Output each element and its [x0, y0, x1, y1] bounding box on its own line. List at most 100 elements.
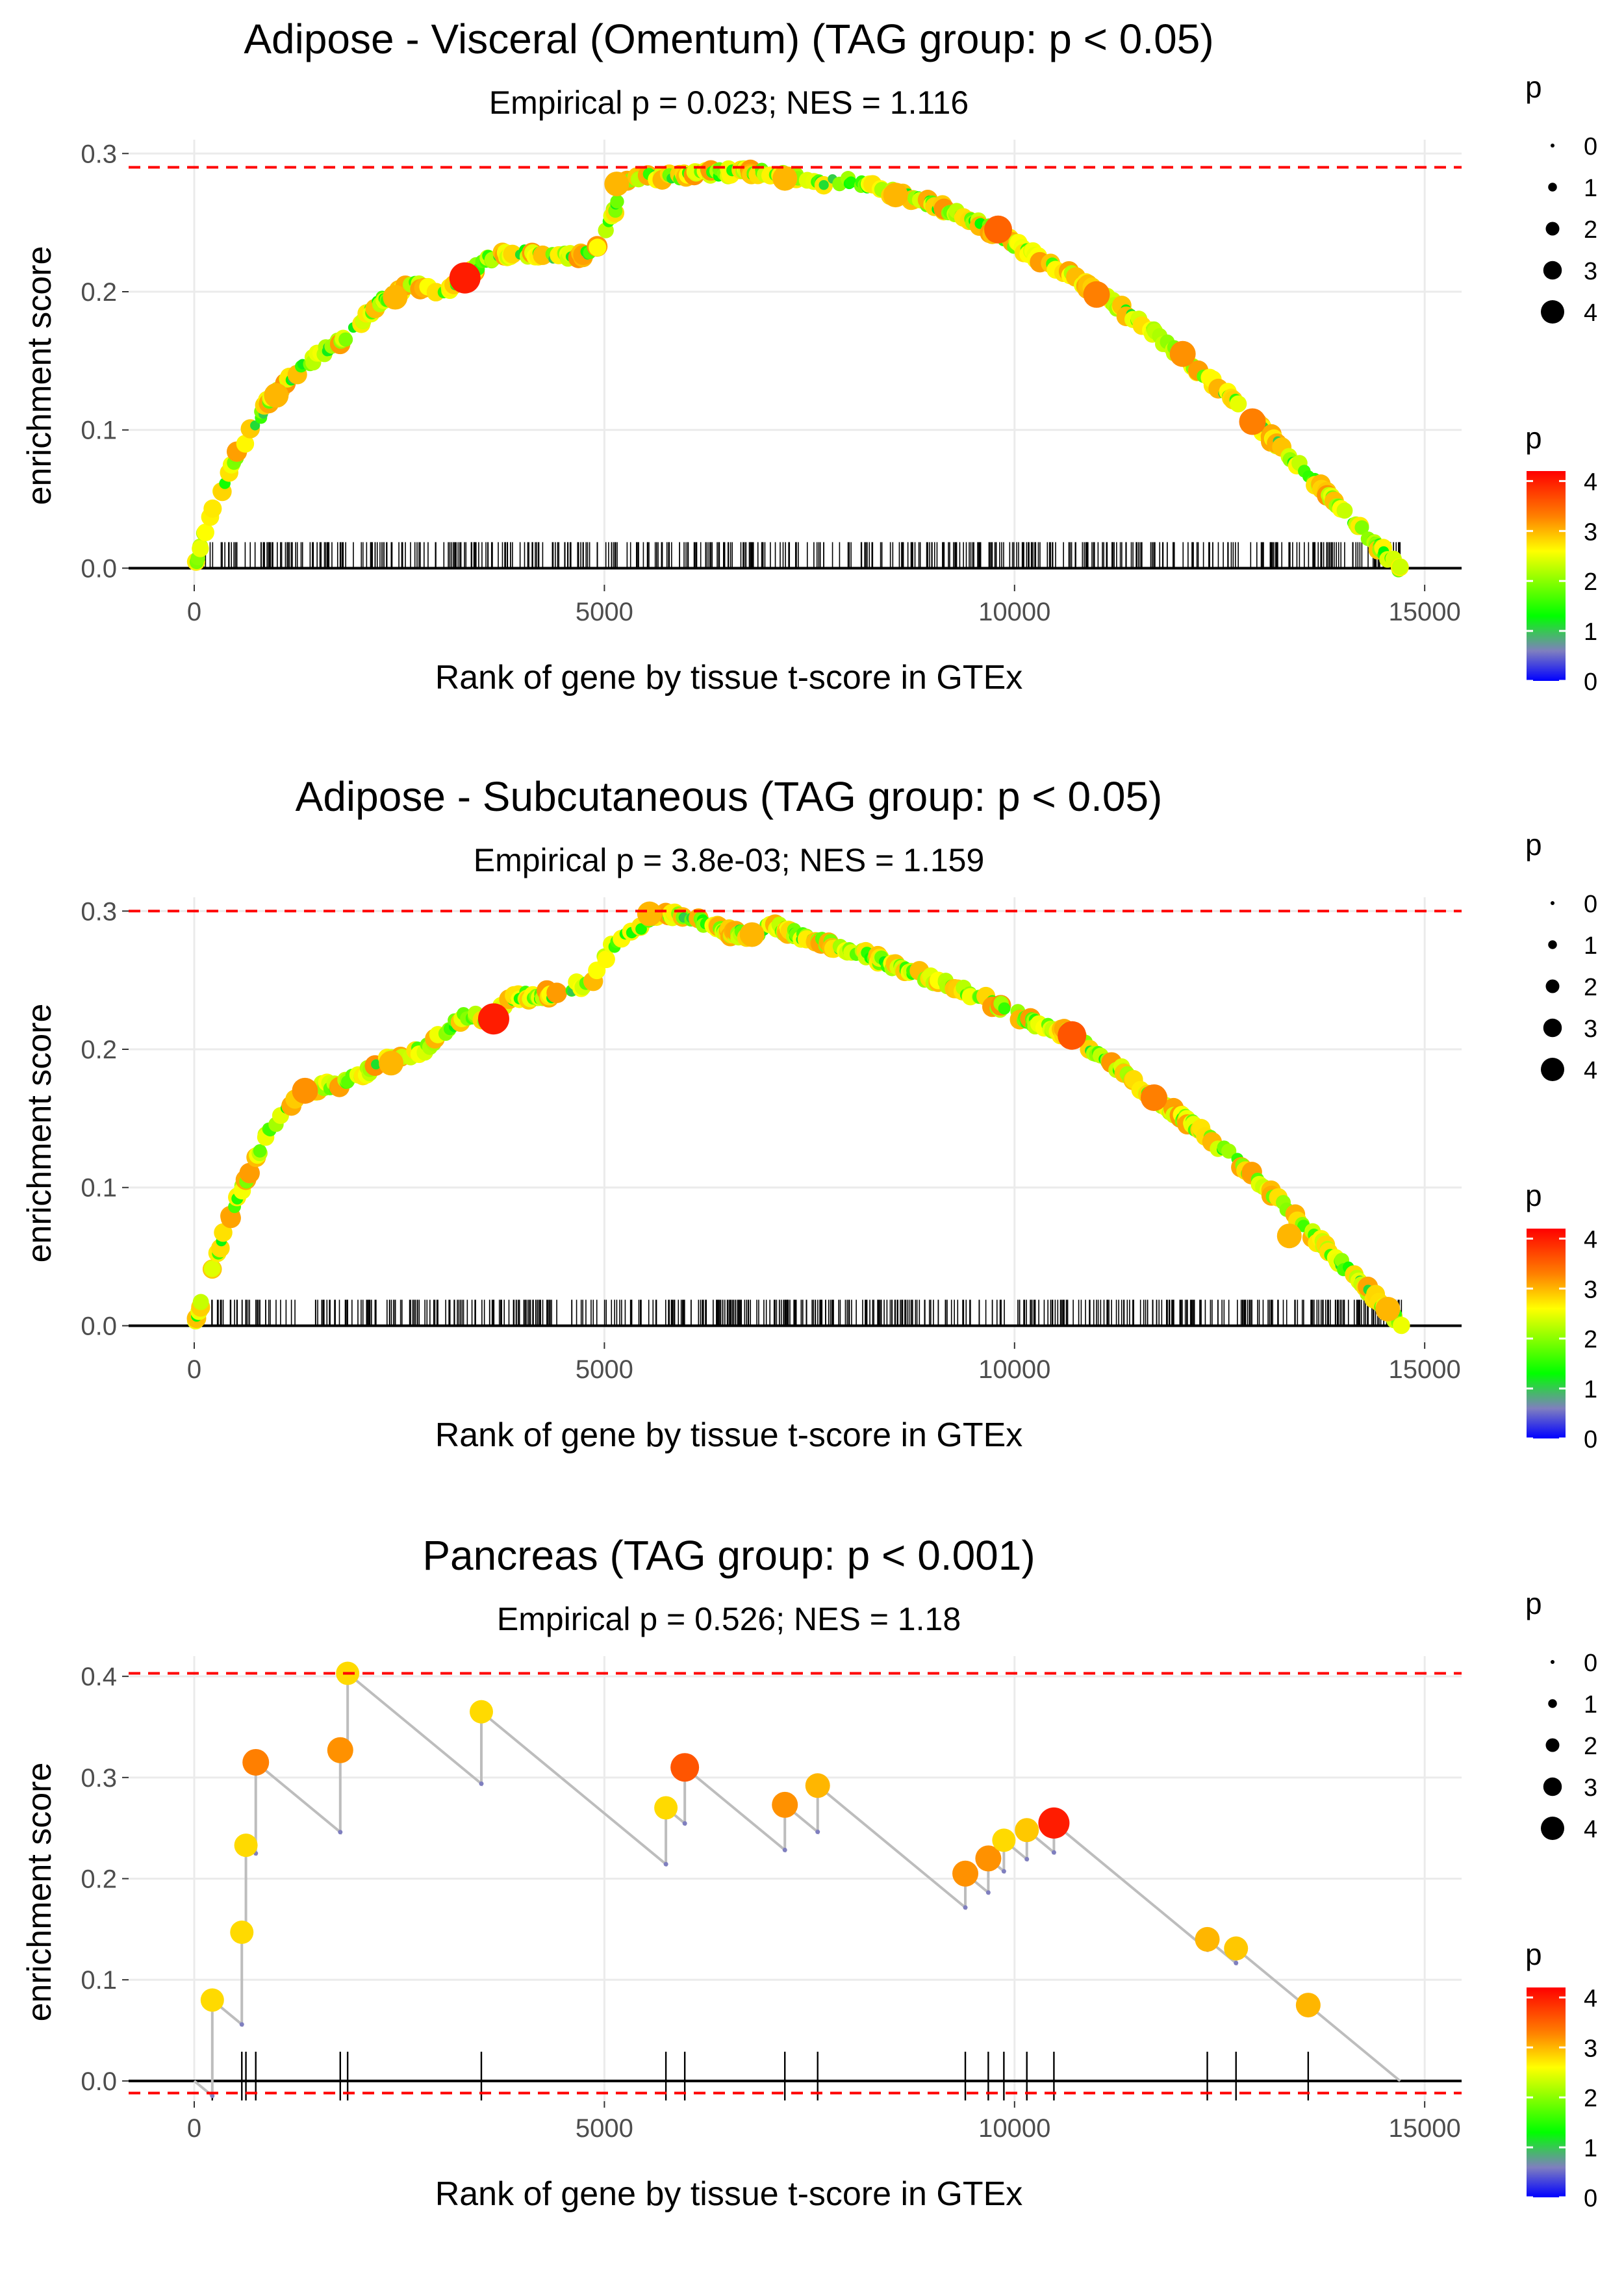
size-legend-label: 4 — [1584, 1816, 1597, 1843]
enrichment-points — [200, 1661, 1321, 2018]
chart-subtitle: Empirical p = 3.8e-03; NES = 1.159 — [474, 842, 985, 878]
size-legend-label: 3 — [1584, 258, 1597, 285]
plot-area: 0 5000 10000 15000 0.0 0.1 0.2 0.3 0.4 — [81, 1656, 1462, 2143]
enrichment-point — [1195, 1926, 1220, 1952]
size-legend-label: 3 — [1584, 1016, 1597, 1043]
enrichment-point — [597, 950, 615, 969]
size-legend-label: 2 — [1584, 216, 1597, 244]
size-legend-label: 1 — [1584, 932, 1597, 960]
enrichment-point — [203, 499, 222, 518]
chart-subtitle: Empirical p = 0.526; NES = 1.18 — [497, 1601, 961, 1637]
step-low-point — [1024, 1857, 1030, 1862]
colorbar-label: 3 — [1584, 518, 1597, 546]
step-low-point — [782, 1847, 787, 1852]
size-legend-label: 0 — [1584, 1650, 1597, 1677]
size-legend-key — [1543, 1018, 1562, 1038]
running-sum-line — [193, 1670, 1401, 2099]
chart-panel-pancreas: Pancreas (TAG group: p < 0.001) Empirica… — [0, 1516, 1624, 2274]
enrichment-point — [1295, 1993, 1321, 2018]
x-tick-label: 0 — [187, 598, 201, 626]
enrichment-point — [975, 1845, 1002, 1872]
enrichment-point — [292, 1077, 318, 1104]
size-legend-title: p — [1525, 1587, 1542, 1620]
colorbar-label: 2 — [1584, 568, 1597, 596]
size-legend-key — [1548, 1699, 1557, 1708]
enrichment-point — [805, 1773, 830, 1798]
size-legend-key — [1548, 183, 1557, 192]
enrichment-point — [883, 183, 908, 208]
chart-panel-visceral: Adipose - Visceral (Omentum) (TAG group:… — [0, 0, 1624, 758]
legend: p 0 1 2 3 4 p 4 3 2 1 0 — [1525, 1587, 1597, 2212]
x-tick-label: 10000 — [978, 2114, 1050, 2143]
colorbar-label: 1 — [1584, 619, 1597, 646]
enrichment-point — [200, 1988, 224, 2012]
enrichment-point — [992, 1828, 1016, 1852]
plot-area: 0 5000 10000 15000 0.0 0.1 0.2 0.3 — [81, 897, 1462, 1384]
enrichment-point — [383, 285, 408, 310]
colorbar-label: 0 — [1584, 1426, 1597, 1453]
enrichment-point — [984, 215, 1013, 244]
size-legend-label: 4 — [1584, 300, 1597, 327]
enrichment-point — [379, 1051, 404, 1076]
enrichment-point — [1375, 1296, 1401, 1322]
size-legend-label: 0 — [1584, 891, 1597, 918]
step-lows — [210, 1754, 1311, 2099]
enrichment-point — [1140, 1084, 1167, 1111]
step-low-point — [1051, 1850, 1056, 1855]
chart-panel-subcutaneous: Adipose - Subcutaneous (TAG group: p < 0… — [0, 758, 1624, 1515]
step-low-point — [338, 1830, 343, 1835]
enrichment-point — [1015, 1818, 1039, 1843]
enrichment-points — [186, 159, 1409, 578]
legend: p 0 1 2 3 4 p 4 3 2 1 0 — [1525, 828, 1597, 1453]
enrichment-point — [234, 1833, 258, 1858]
size-legend-label: 2 — [1584, 974, 1597, 1001]
y-tick-label: 0.2 — [81, 1865, 117, 1894]
colorbar-label: 3 — [1584, 1276, 1597, 1303]
enrichment-point — [239, 1162, 260, 1184]
colorbar — [1527, 1987, 1566, 2197]
x-tick-label: 5000 — [576, 598, 633, 626]
x-axis-label: Rank of gene by tissue t-score in GTEx — [435, 659, 1023, 696]
size-legend-label: 2 — [1584, 1733, 1597, 1760]
gene-hit-ticks — [196, 542, 1401, 570]
enrichment-point — [637, 901, 662, 926]
y-tick-label: 0.3 — [81, 1764, 117, 1793]
enrichment-point — [230, 1921, 254, 1945]
y-tick-label: 0.0 — [81, 1312, 117, 1340]
enrichment-point — [503, 244, 522, 264]
colorbar — [1527, 471, 1566, 681]
colorbar-label: 2 — [1584, 1326, 1597, 1353]
enrichment-point — [338, 332, 353, 347]
enrichment-point — [264, 383, 289, 408]
gene-hit-ticks — [195, 1299, 1402, 1327]
step-low-point — [479, 1781, 484, 1786]
enrichment-point — [327, 1737, 353, 1763]
enrichment-chart: Pancreas (TAG group: p < 0.001) Empirica… — [21, 1532, 1597, 2213]
colorbar-label: 0 — [1584, 2185, 1597, 2212]
y-axis-label: enrichment score — [21, 1763, 58, 2022]
enrichment-point — [546, 982, 567, 1003]
step-low-point — [815, 1830, 820, 1835]
enrichment-point — [1058, 1021, 1087, 1050]
y-tick-label: 0.0 — [81, 554, 117, 583]
y-axis-label: enrichment score — [21, 246, 58, 505]
gene-hit-ticks — [211, 2051, 1310, 2101]
enrichment-point — [477, 1003, 509, 1035]
step-low-point — [663, 1861, 668, 1867]
x-tick-label: 5000 — [576, 2114, 633, 2143]
enrichment-point — [203, 1260, 221, 1277]
size-legend-key — [1543, 1777, 1562, 1796]
enrichment-point — [772, 166, 798, 191]
x-tick-label: 10000 — [978, 598, 1050, 626]
size-legend-label: 1 — [1584, 1691, 1597, 1718]
y-tick-label: 0.1 — [81, 416, 117, 445]
colorbar-label: 4 — [1584, 468, 1597, 496]
colorbar-label: 4 — [1584, 1985, 1597, 2012]
plot-area: 0 5000 10000 15000 0.0 0.1 0.2 0.3 — [81, 140, 1462, 626]
x-axis-label: Rank of gene by tissue t-score in GTEx — [435, 1416, 1023, 1454]
enrichment-point — [589, 238, 607, 257]
enrichment-point — [1230, 395, 1247, 413]
enrichment-point — [635, 923, 647, 935]
enrichment-point — [1336, 502, 1353, 519]
y-tick-label: 0.2 — [81, 1036, 117, 1064]
